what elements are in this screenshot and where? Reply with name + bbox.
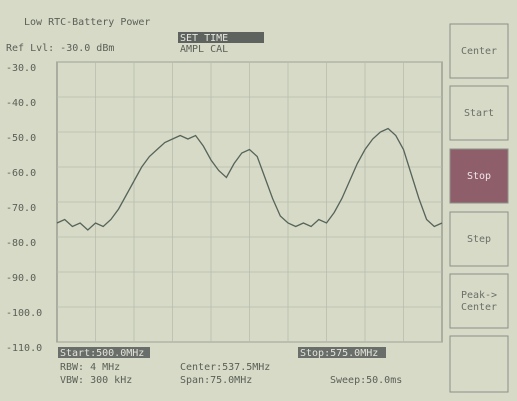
stop-highlight [298, 347, 386, 358]
y-tick-label: -30.0 [6, 63, 36, 74]
y-tick-label: -40.0 [6, 98, 36, 109]
softkey-group: Start [449, 85, 509, 141]
y-tick-label: -70.0 [6, 203, 36, 214]
softkey-label: Peak-> [461, 290, 497, 301]
softkey-label: Stop [467, 171, 491, 182]
trace [56, 127, 443, 231]
softkey[interactable] [449, 23, 509, 79]
center-freq: Center:537.5MHz [180, 362, 270, 373]
softkey[interactable] [449, 148, 509, 204]
start-highlight [58, 347, 150, 358]
sweep: Sweep:50.0ms [330, 375, 402, 386]
y-tick-label: -50.0 [6, 133, 36, 144]
softkey-label: Center [461, 46, 497, 57]
y-tick-label: -60.0 [6, 168, 36, 179]
y-tick-label: -80.0 [6, 238, 36, 249]
softkey-group: Step [449, 211, 509, 267]
menu-selected: SET TIME [180, 33, 228, 44]
y-tick-label: -100.0 [6, 308, 42, 319]
softkey[interactable] [449, 85, 509, 141]
ref-level: Ref Lvl: -30.0 dBm [6, 43, 114, 54]
softkey-group: Center [449, 23, 509, 79]
menu-highlight [178, 32, 264, 43]
softkey-group: Peak->Center [449, 273, 509, 329]
softkey[interactable] [449, 211, 509, 267]
softkey[interactable] [449, 273, 509, 329]
start-freq: Start:500.0MHz [60, 348, 144, 359]
vbw: VBW: 300 kHz [60, 375, 132, 386]
y-tick-label: -110.0 [6, 343, 42, 354]
softkey-label: Step [467, 234, 491, 245]
softkey-group: Stop [449, 148, 509, 204]
span: Span:75.0MHz [180, 375, 252, 386]
stop-freq: Stop:575.0MHz [300, 348, 378, 359]
warning: Low RTC-Battery Power [24, 17, 150, 28]
rbw: RBW: 4 MHz [60, 362, 120, 373]
softkey-label: Start [464, 108, 494, 119]
softkey[interactable] [449, 335, 509, 393]
softkey-label: Center [461, 302, 497, 313]
menu-item: AMPL CAL [180, 44, 228, 55]
y-tick-label: -90.0 [6, 273, 36, 284]
